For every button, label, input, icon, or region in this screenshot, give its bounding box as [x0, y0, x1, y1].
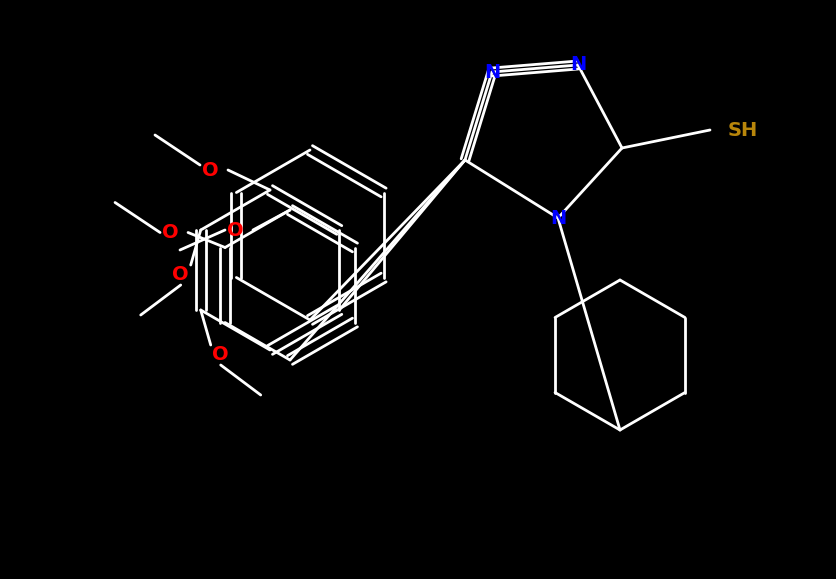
- Text: O: O: [227, 221, 243, 240]
- Text: SH: SH: [727, 120, 757, 140]
- Text: N: N: [549, 208, 565, 228]
- Text: O: O: [172, 266, 189, 284]
- Text: O: O: [212, 346, 229, 365]
- Text: N: N: [483, 63, 500, 82]
- Text: N: N: [569, 56, 585, 75]
- Text: O: O: [201, 160, 218, 179]
- Text: O: O: [161, 223, 178, 242]
